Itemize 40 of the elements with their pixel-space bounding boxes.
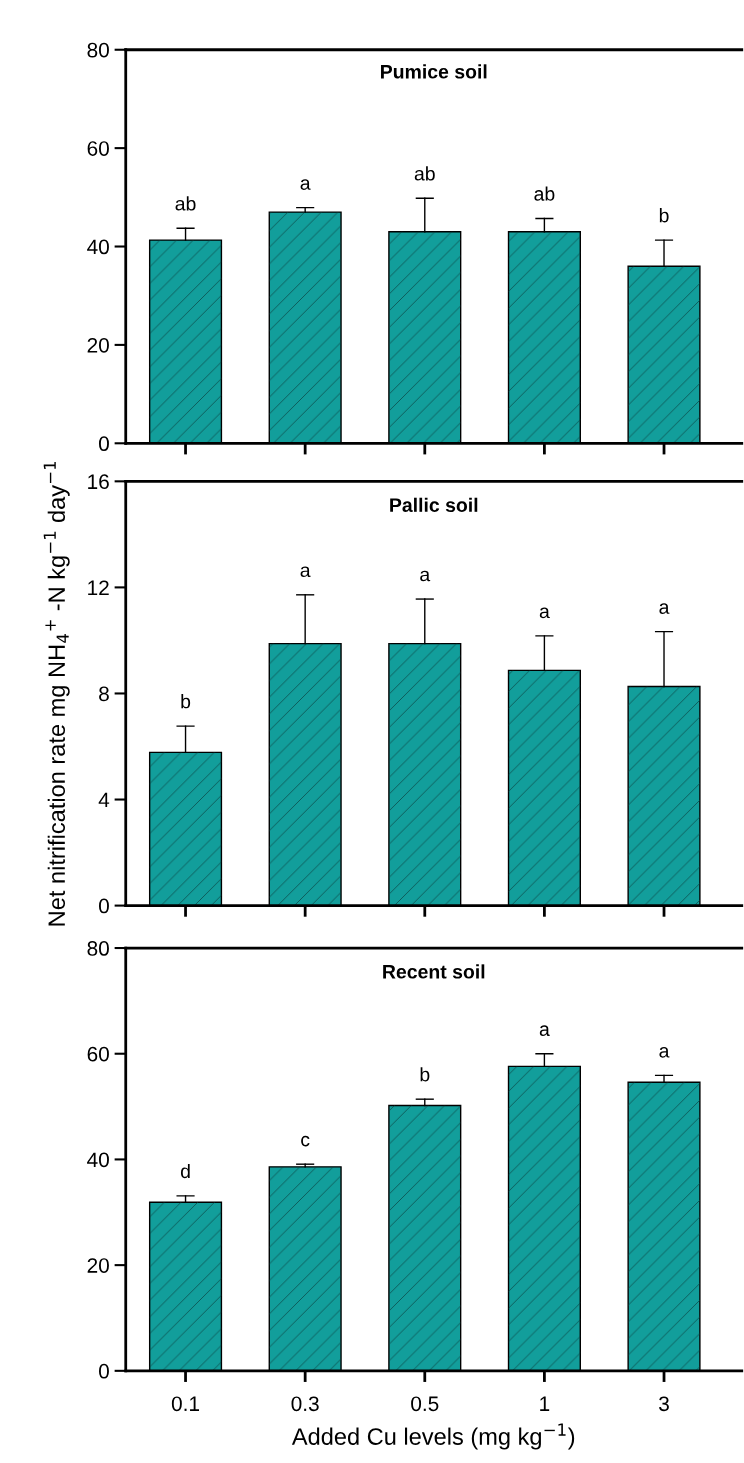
y-tick-label: 40 <box>87 239 109 255</box>
x-tick-label: 1 <box>540 1396 550 1411</box>
y-tick-label: 0 <box>98 436 109 452</box>
y-tick-label: 40 <box>87 1152 109 1168</box>
x-tick-label: 0.5 <box>411 1396 439 1412</box>
annotation: a <box>539 607 550 619</box>
annotation: a <box>300 566 311 578</box>
text: Recent soil <box>383 964 485 979</box>
y-tick-label: 0 <box>98 1363 109 1379</box>
x-axis-title: Added Cu levels (mg kg$^{−1}$) <box>291 1423 575 1450</box>
annotation: ab <box>534 186 555 201</box>
x-tick-label: 0.1 <box>171 1396 200 1412</box>
y-axis-title: Net nitrification rate mg NH$_{4}$$^{+}$ -N kg$^{−1}$ day$^{−1}$ <box>43 461 70 926</box>
annotation: c <box>301 1135 310 1147</box>
annotation: d <box>180 1163 190 1179</box>
annotation: a <box>300 179 311 190</box>
y-tick-label: 0 <box>98 898 109 914</box>
annotation: ab <box>414 166 435 181</box>
y-tick-label: 80 <box>87 941 109 956</box>
y-tick-label: 20 <box>87 1258 109 1273</box>
annotation: ab <box>175 196 196 211</box>
x-tick-label: 0.3 <box>291 1396 319 1412</box>
y-tick-label: 4 <box>98 792 110 808</box>
annotation: b <box>181 694 191 709</box>
annotation: b <box>659 208 669 223</box>
text: Pallic soil <box>390 497 478 512</box>
annotation: b <box>420 1067 430 1082</box>
text: Pumice soil <box>381 64 487 79</box>
y-tick-label: 16 <box>88 474 109 490</box>
annotation: a <box>659 603 670 614</box>
y-tick-label: 12 <box>88 580 109 595</box>
annotation: a <box>420 570 431 582</box>
y-tick-label: 80 <box>87 42 109 58</box>
y-tick-label: 60 <box>87 141 109 156</box>
y-tick-label: 60 <box>87 1046 109 1062</box>
annotation: a <box>659 1047 670 1058</box>
x-tick-label: 3 <box>659 1396 669 1412</box>
y-tick-label: 8 <box>99 686 109 702</box>
y-tick-label: 20 <box>87 337 109 353</box>
annotation: a <box>539 1025 550 1036</box>
